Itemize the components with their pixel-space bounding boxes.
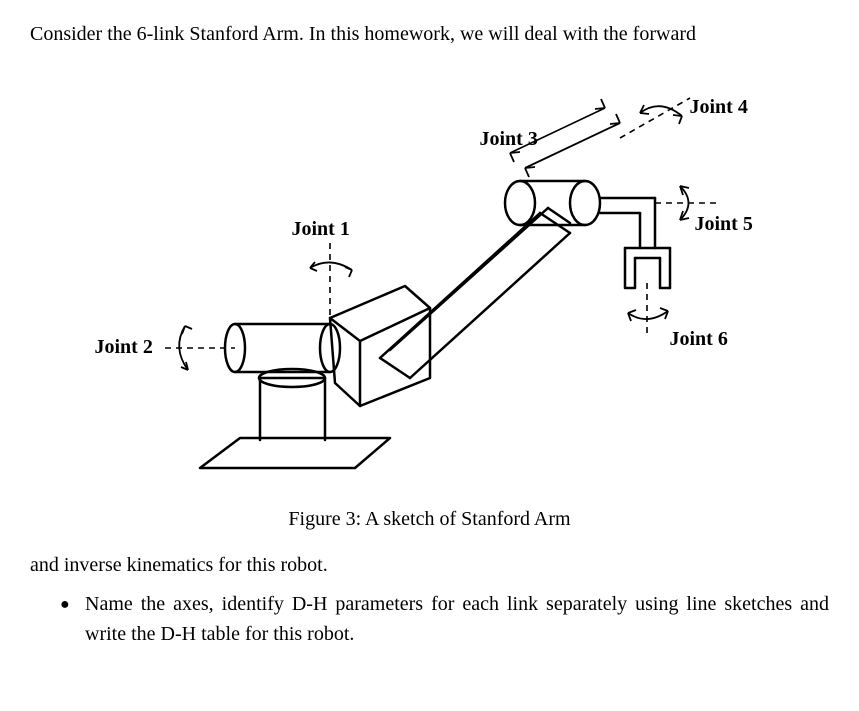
label-joint-3: Joint 3 — [480, 128, 538, 151]
label-joint-6: Joint 6 — [670, 328, 728, 351]
bullet-item: ● Name the axes, identify D-H parameters… — [60, 589, 829, 649]
label-joint-1: Joint 1 — [292, 218, 350, 241]
figure-stanford-arm: Joint 1 Joint 2 Joint 3 Joint 4 Joint 5 … — [80, 58, 780, 498]
after-paragraph: and inverse kinematics for this robot. — [30, 551, 829, 579]
label-joint-2: Joint 2 — [95, 336, 153, 359]
label-joint-5: Joint 5 — [695, 213, 753, 236]
intro-paragraph: Consider the 6-link Stanford Arm. In thi… — [30, 20, 829, 48]
bullet-marker: ● — [60, 589, 85, 649]
label-joint-4: Joint 4 — [690, 96, 748, 119]
figure-caption: Figure 3: A sketch of Stanford Arm — [30, 508, 829, 531]
bullet-text: Name the axes, identify D-H parameters f… — [85, 589, 829, 649]
